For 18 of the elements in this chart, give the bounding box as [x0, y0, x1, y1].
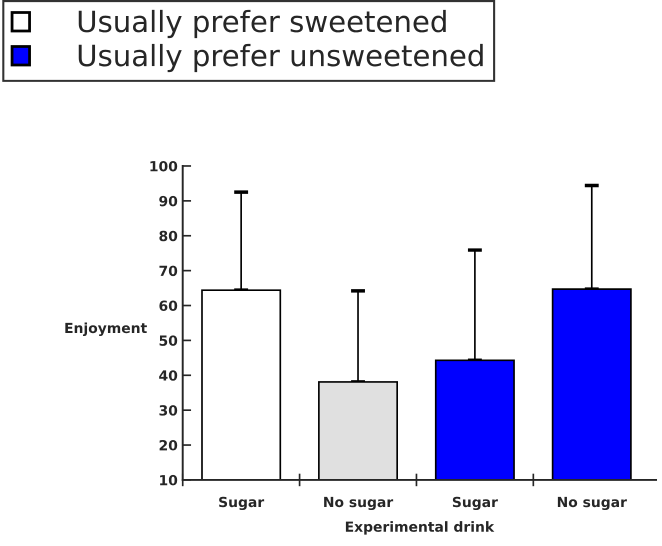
y-tick-label: 60 [159, 300, 178, 311]
x-axis-title: Experimental drink [346, 521, 494, 535]
y-tick-label: 40 [159, 370, 178, 381]
y-tick-label: 30 [159, 405, 178, 416]
x-tick-label: No sugar [324, 496, 394, 510]
y-tick-label: 20 [160, 440, 178, 451]
y-tick-label: 100 [150, 160, 178, 172]
y-tick-label: 70 [159, 266, 178, 276]
y-tick-label: 90 [159, 196, 178, 206]
x-tick-label: Sugar [219, 496, 264, 510]
y-tick-label: 10 [160, 474, 178, 486]
y-axis-title: Enjoyment [65, 322, 147, 336]
y-tick-label: 50 [160, 335, 178, 346]
legend-label: Usually prefer sweetened [78, 10, 446, 38]
x-tick-label: No sugar [558, 496, 627, 510]
legend-label: Usually prefer unsweetened [78, 44, 483, 72]
x-tick-label: Sugar [452, 496, 498, 510]
y-tick-label: 80 [159, 230, 178, 242]
